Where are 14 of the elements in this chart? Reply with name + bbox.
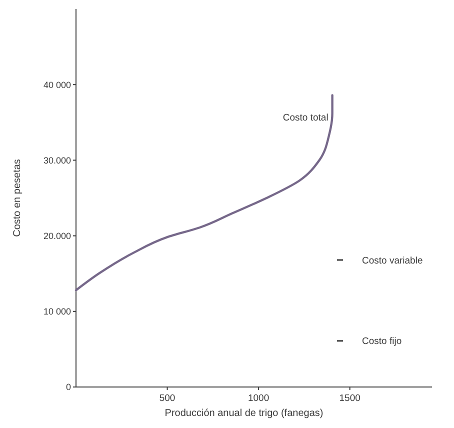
x-tick-label: 500	[159, 393, 176, 404]
y-tick-label: 0	[66, 382, 71, 392]
annotation: Costo fijo	[362, 336, 402, 348]
x-tick-label: 1000	[248, 393, 270, 404]
annotation: Costo total	[282, 112, 328, 124]
x-axis-title: Producción anual de trigo (fanegas)	[164, 408, 324, 419]
y-tick-label: 30.000	[43, 155, 71, 166]
annotation: Costo variable	[362, 255, 423, 266]
line-series	[74, 94, 334, 292]
y-axis-title: Costo en pesetas	[12, 159, 23, 237]
y-tick-label: 10 000	[43, 306, 71, 317]
y-tick-label: 20.000	[43, 230, 71, 241]
x-tick-label: 1500	[339, 393, 360, 404]
y-tick-label: 40 000	[43, 80, 71, 90]
